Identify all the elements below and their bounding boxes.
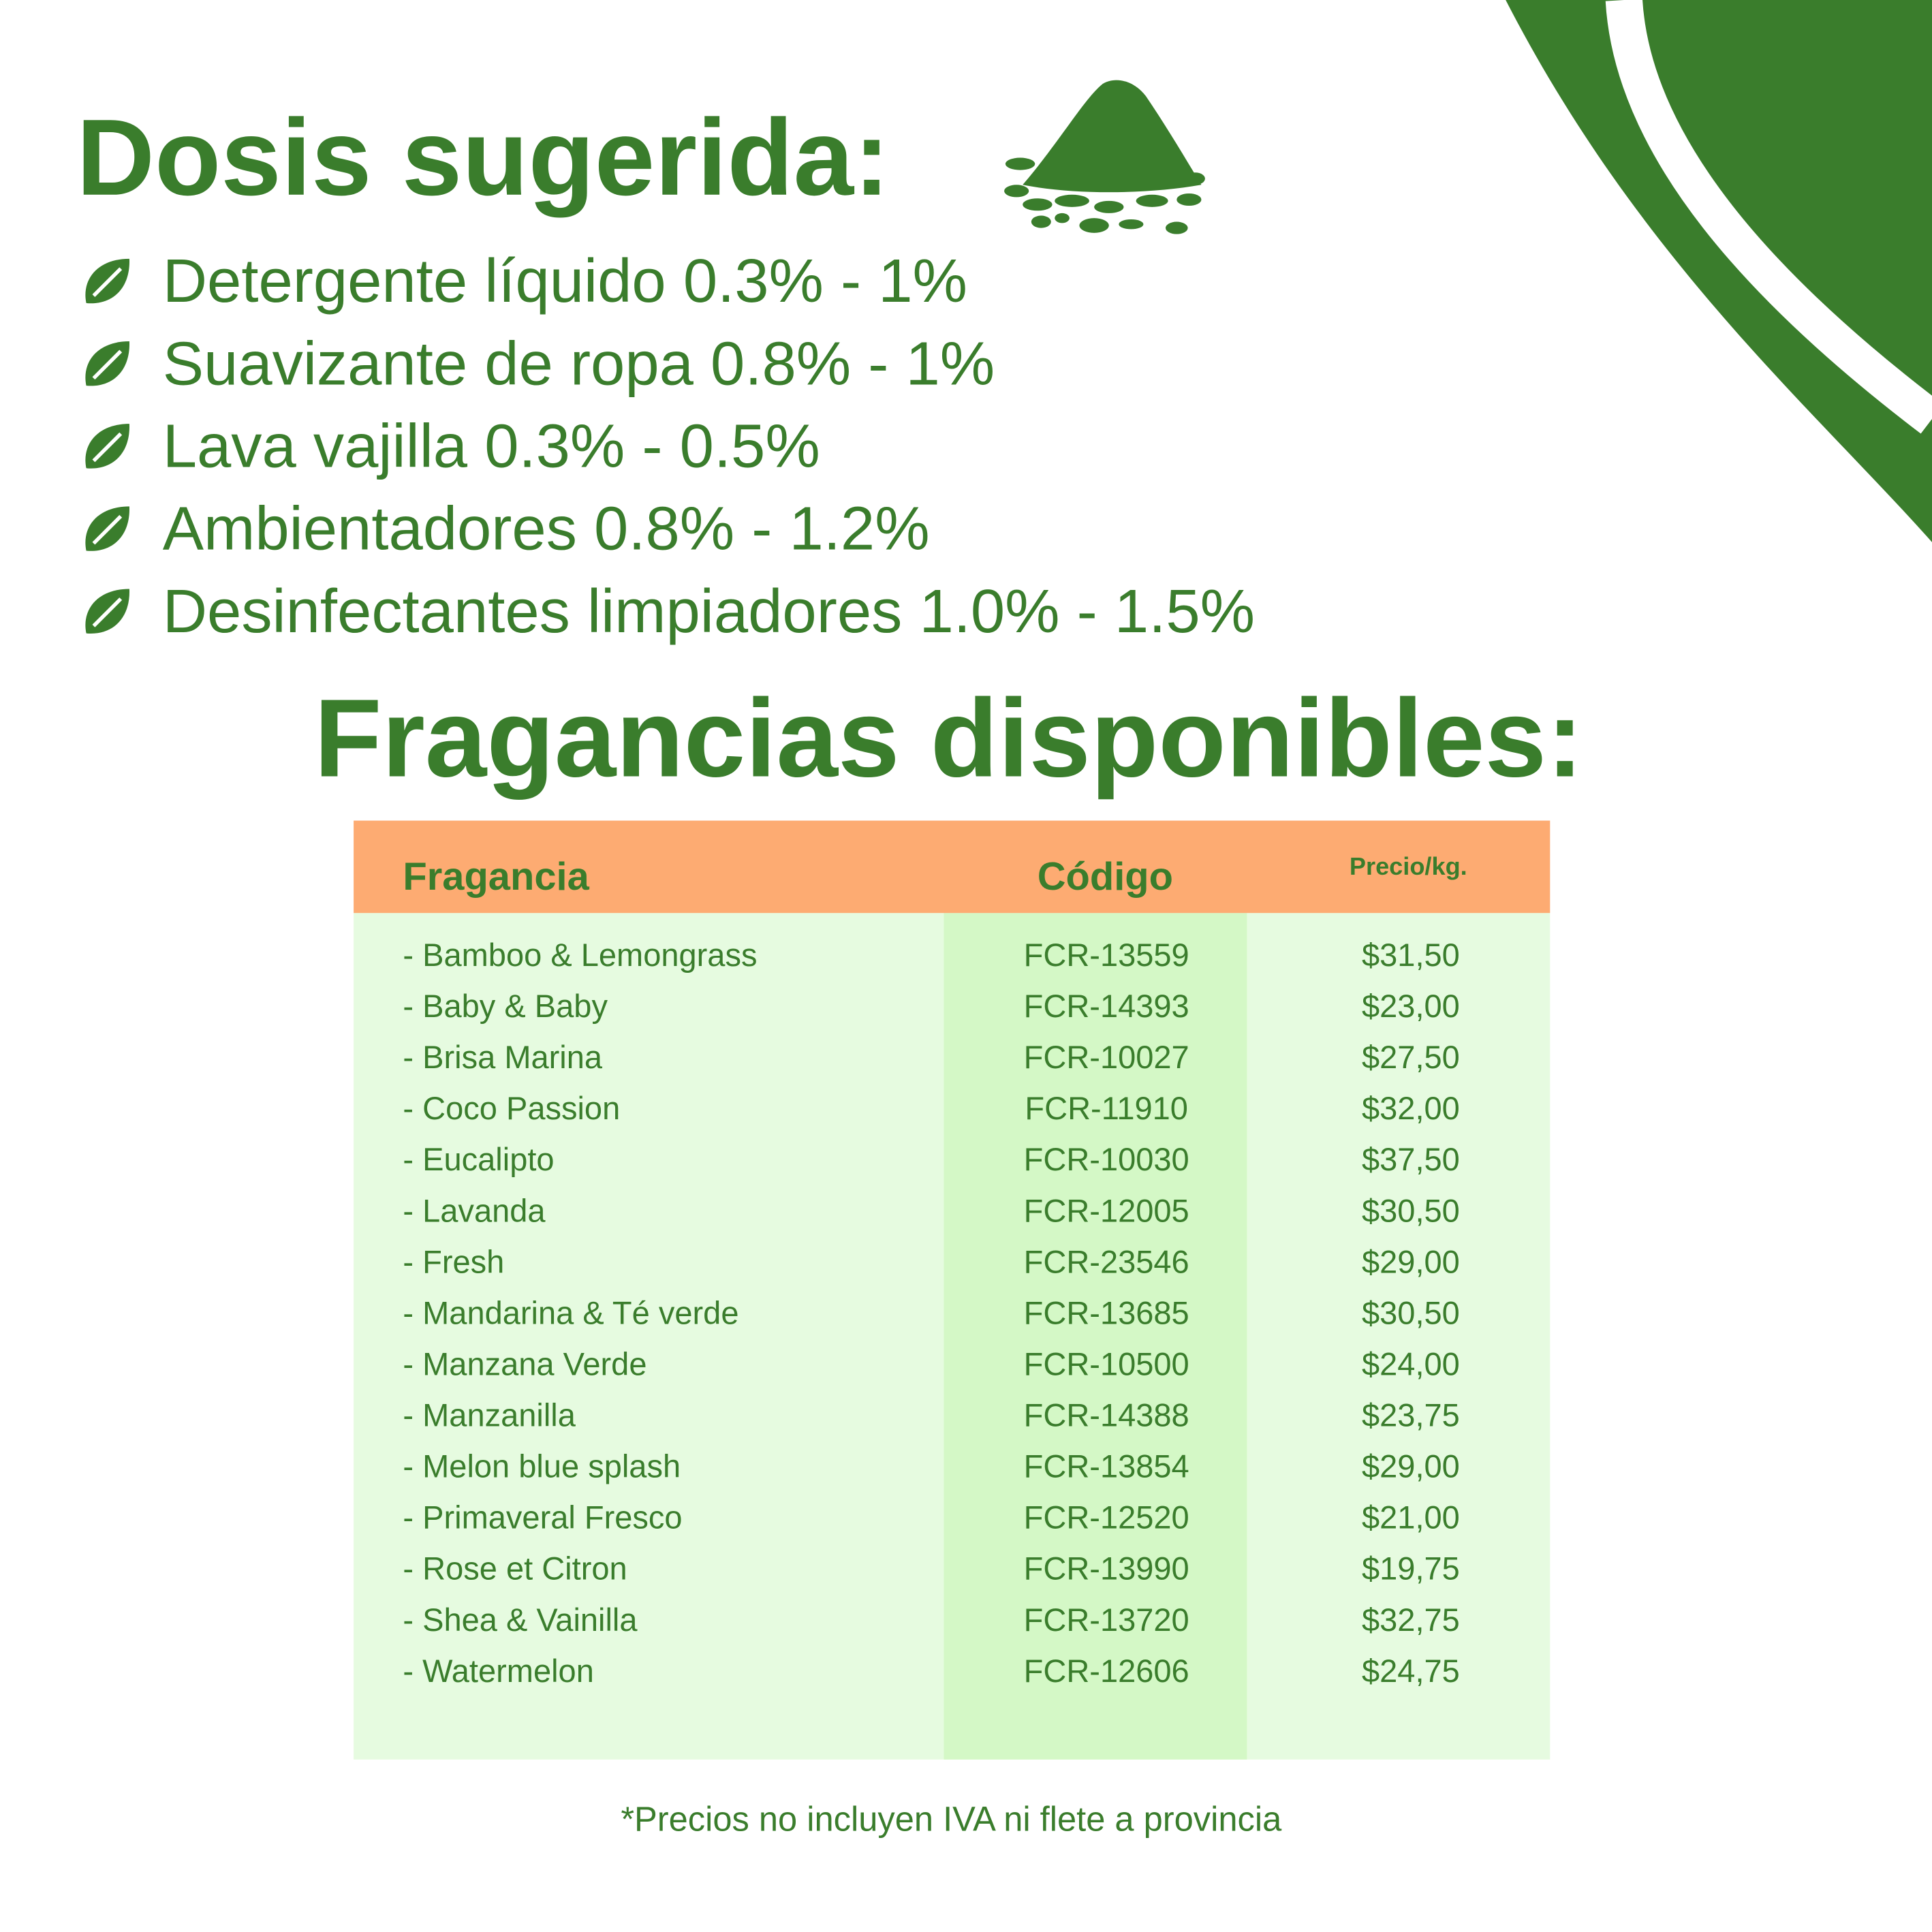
column-header: Fragancia — [403, 855, 589, 899]
fragrance-name: - Manzanilla — [403, 1397, 576, 1433]
fragrance-name: - Primaveral Fresco — [403, 1499, 682, 1536]
fragrance-code: FCR-14388 — [1024, 1397, 1189, 1433]
fragrance-name: - Coco Passion — [403, 1090, 620, 1126]
fragrance-name: - Mandarina & Té verde — [403, 1294, 738, 1330]
leaf-vein — [92, 432, 123, 463]
corner-shape — [1506, 0, 1932, 542]
leaf-vein — [92, 267, 123, 298]
fragrance-code: FCR-11910 — [1025, 1090, 1188, 1126]
fragrance-price: $30,50 — [1362, 1192, 1460, 1228]
title: Dosis sugerida: — [76, 97, 890, 218]
dosage-item: Desinfectantes limpiadores 1.0% - 1.5% — [163, 577, 1255, 646]
powder-icon — [1004, 80, 1205, 234]
fragrance-price: $29,00 — [1362, 1243, 1460, 1279]
dosage-item: Suavizante de ropa 0.8% - 1% — [163, 329, 995, 398]
fragrance-price: $23,75 — [1362, 1397, 1460, 1433]
fragrance-price: $30,50 — [1362, 1294, 1460, 1330]
fragrance-name: - Rose et Citron — [403, 1551, 627, 1587]
fragrance-price: $27,50 — [1362, 1039, 1460, 1075]
fragrance-name: - Watermelon — [403, 1653, 593, 1689]
leaf-vein — [92, 514, 123, 545]
fragrance-name: - Shea & Vainilla — [403, 1602, 638, 1638]
fragrance-price: $24,75 — [1362, 1653, 1460, 1689]
fragrance-name: - Bamboo & Lemongrass — [403, 937, 757, 973]
fragrance-code: FCR-12606 — [1024, 1653, 1189, 1689]
leaf-vein — [92, 349, 123, 380]
fragrance-price: $29,00 — [1362, 1448, 1460, 1484]
footnote: *Precios no incluyen IVA ni flete a prov… — [621, 1800, 1282, 1839]
dosage-item: Detergente líquido 0.3% - 1% — [163, 247, 967, 315]
fragrance-code: FCR-13854 — [1024, 1448, 1189, 1484]
fragrance-price: $24,00 — [1362, 1345, 1460, 1382]
fragrance-name: - Fresh — [403, 1243, 504, 1279]
fragrance-name: - Manzana Verde — [403, 1345, 646, 1382]
dosage-list: Detergente líquido 0.3% - 1% Suavizante d… — [85, 247, 1255, 646]
fragrance-code: FCR-12005 — [1024, 1192, 1189, 1228]
fragrance-code: FCR-10500 — [1024, 1345, 1189, 1382]
fragrance-price: $31,50 — [1362, 937, 1460, 973]
fragrance-code: FCR-23546 — [1024, 1243, 1189, 1279]
fragrance-name: - Melon blue splash — [403, 1448, 681, 1484]
fragrance-name: - Baby & Baby — [403, 988, 608, 1024]
fragrance-code: FCR-12520 — [1024, 1499, 1189, 1536]
fragrance-code: FCR-13559 — [1024, 937, 1189, 973]
fragrance-price: $32,00 — [1362, 1090, 1460, 1126]
section-title: Fragancias disponibles: — [314, 676, 1583, 800]
dosage-item: Ambientadores 0.8% - 1.2% — [163, 495, 930, 563]
fragrance-code: FCR-10027 — [1024, 1039, 1189, 1075]
fragrance-code: FCR-10030 — [1024, 1141, 1189, 1177]
fragrance-name: - Lavanda — [403, 1192, 546, 1228]
fragrance-code: FCR-13990 — [1024, 1551, 1189, 1587]
fragrance-name: - Brisa Marina — [403, 1039, 602, 1075]
fragrance-code: FCR-13720 — [1024, 1602, 1189, 1638]
fragrance-code: FCR-13685 — [1024, 1294, 1189, 1330]
fragrance-name: - Eucalipto — [403, 1141, 554, 1177]
column-header: Código — [1038, 855, 1173, 899]
fragrance-code: FCR-14393 — [1024, 988, 1189, 1024]
table-rows: - Bamboo & Lemongrass FCR-13559 $31,50 - Ba… — [403, 937, 1459, 1689]
leaf-vein — [92, 597, 123, 627]
fragrance-price: $23,00 — [1362, 988, 1460, 1024]
fragrance-price: $37,50 — [1362, 1141, 1460, 1177]
dosage-item: Lava vajilla 0.3% - 0.5% — [163, 411, 820, 480]
fragrance-price: $32,75 — [1362, 1602, 1460, 1638]
corner-stripe — [1605, 0, 1932, 434]
fragrance-price: $19,75 — [1362, 1551, 1460, 1587]
table-header — [354, 820, 1551, 914]
fragrance-price: $21,00 — [1362, 1499, 1460, 1536]
column-header: Precio/kg. — [1350, 852, 1467, 880]
code-column — [944, 913, 1247, 1760]
